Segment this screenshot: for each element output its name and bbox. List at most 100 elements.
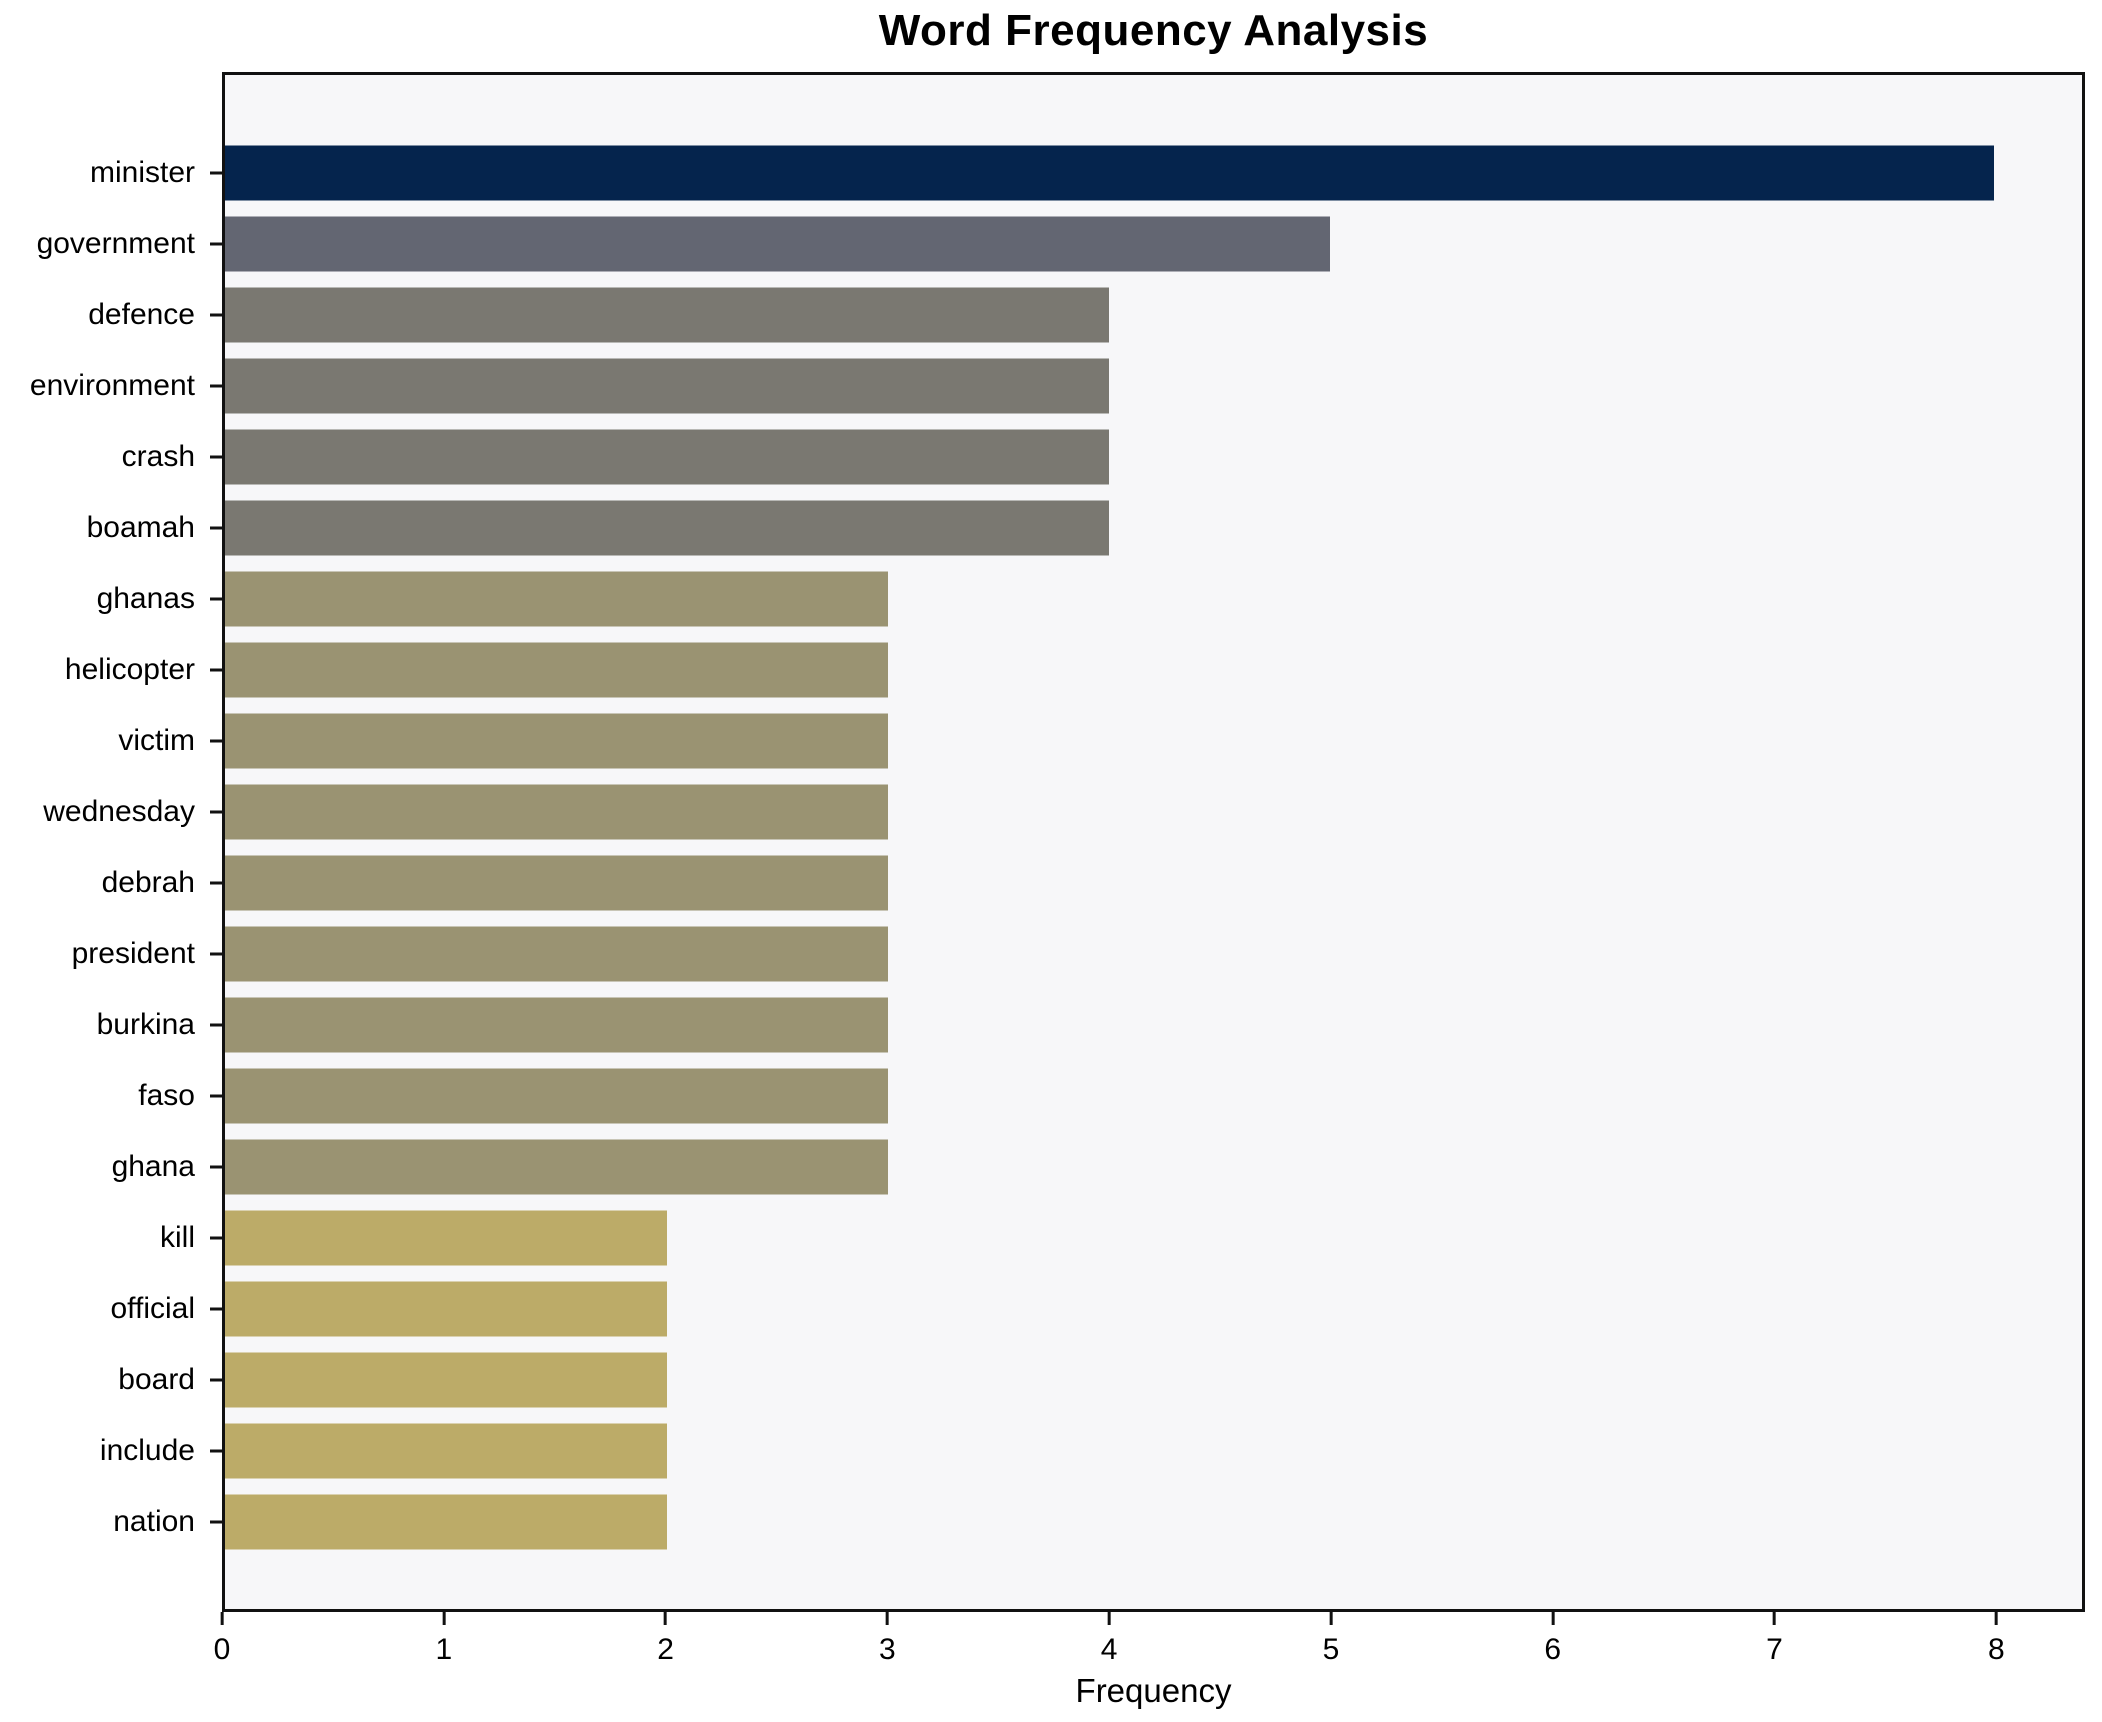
bar-row: nation: [113, 1486, 2082, 1557]
bar: [225, 145, 1994, 200]
bar-row: president: [72, 918, 2082, 989]
category-label: ghana: [111, 1149, 195, 1183]
category-label: include: [99, 1433, 195, 1467]
bar-row: faso: [138, 1060, 2082, 1131]
x-tick-mark: [1994, 1612, 1998, 1625]
x-tick-label: 7: [1766, 1633, 1783, 1666]
bar-row: minister: [90, 137, 2082, 208]
x-axis-label: Frequency: [1075, 1672, 1232, 1709]
bar: [225, 358, 1110, 413]
x-tick-mark: [885, 1612, 889, 1625]
bar: [225, 926, 889, 981]
x-tick: 3: [879, 1612, 896, 1667]
bar: [225, 784, 889, 839]
bar-row: kill: [160, 1202, 2082, 1273]
bar-row: crash: [122, 421, 2082, 492]
bar: [225, 1423, 668, 1478]
bar-row: debrah: [102, 847, 2082, 918]
x-tick-label: 8: [1987, 1633, 2005, 1666]
bar-row: official: [111, 1273, 2082, 1344]
category-label: minister: [89, 155, 195, 189]
bar-row: defence: [88, 279, 2082, 350]
x-tick: 5: [1322, 1612, 1340, 1667]
bar: [225, 855, 889, 910]
category-label: ghanas: [96, 581, 195, 615]
x-tick: 2: [657, 1612, 674, 1667]
bar-row: ghana: [112, 1131, 2082, 1202]
bar-row: wednesday: [43, 776, 2082, 847]
bar: [225, 216, 1331, 271]
bar: [225, 1281, 668, 1336]
category-label: kill: [160, 1220, 195, 1254]
bar-row: board: [118, 1344, 2082, 1415]
category-label: faso: [138, 1078, 195, 1112]
x-tick-label: 5: [1322, 1633, 1340, 1666]
y-tick-mark: [210, 1378, 222, 1381]
x-tick: 0: [213, 1612, 231, 1667]
y-tick-mark: [210, 1236, 222, 1239]
plot-area: minister government defence environment …: [30, 72, 2085, 1612]
bar-row: environment: [30, 350, 2082, 421]
y-tick-mark: [210, 1307, 222, 1310]
y-tick-mark: [210, 881, 222, 884]
category-label: wednesday: [43, 794, 195, 828]
bar: [225, 1352, 668, 1407]
category-label: defence: [88, 297, 195, 331]
x-tick-label: 4: [1100, 1633, 1118, 1666]
x-tick: 8: [1988, 1612, 2005, 1667]
y-tick-mark: [210, 739, 222, 742]
category-label: debrah: [101, 865, 195, 899]
y-tick-mark: [210, 810, 222, 813]
y-tick-mark: [210, 384, 222, 387]
category-label: president: [71, 936, 195, 970]
bar: [225, 1139, 889, 1194]
x-tick-label: 3: [879, 1633, 896, 1666]
bar: [225, 713, 889, 768]
bar: [225, 1068, 889, 1123]
y-tick-mark: [210, 952, 222, 955]
y-tick-mark: [210, 455, 222, 458]
chart-title: Word Frequency Analysis: [878, 6, 1429, 55]
bar: [225, 500, 1110, 555]
bar-row: burkina: [97, 989, 2082, 1060]
x-tick-mark: [220, 1612, 224, 1625]
x-tick-mark: [1551, 1612, 1555, 1625]
bar: [225, 1210, 668, 1265]
x-tick-label: 2: [657, 1633, 674, 1666]
category-label: boamah: [86, 510, 195, 544]
y-tick-mark: [210, 597, 222, 600]
y-tick-mark: [210, 1023, 222, 1026]
x-tick: 7: [1766, 1612, 1783, 1667]
bar: [225, 287, 1110, 342]
category-label: helicopter: [64, 652, 195, 686]
category-label: crash: [121, 439, 195, 473]
bar: [225, 997, 889, 1052]
category-label: board: [118, 1362, 195, 1396]
category-label: nation: [113, 1504, 195, 1538]
x-tick-mark: [1773, 1612, 1776, 1625]
bar-row: ghanas: [97, 563, 2082, 634]
x-tick-mark: [1107, 1612, 1111, 1625]
x-tick-mark: [1329, 1612, 1333, 1625]
category-label: government: [36, 226, 195, 260]
x-tick-label: 0: [213, 1633, 231, 1666]
bar: [225, 642, 889, 697]
y-tick-mark: [210, 668, 222, 671]
bar-row: victim: [118, 705, 2082, 776]
category-label: official: [110, 1291, 196, 1325]
category-label: victim: [118, 723, 195, 757]
x-tick: 6: [1544, 1612, 1561, 1667]
bar: [225, 1494, 668, 1549]
x-tick-mark: [664, 1612, 668, 1625]
y-tick-mark: [210, 1449, 222, 1452]
x-tick: 1: [435, 1612, 452, 1667]
y-tick-mark: [210, 1520, 222, 1523]
bar: [225, 429, 1110, 484]
bar-row: include: [100, 1415, 2082, 1486]
bar-row: helicopter: [65, 634, 2082, 705]
y-tick-mark: [210, 171, 222, 174]
x-tick-mark: [442, 1612, 446, 1625]
y-tick-mark: [210, 526, 222, 529]
y-tick-mark: [210, 1165, 222, 1168]
bar: [225, 571, 889, 626]
